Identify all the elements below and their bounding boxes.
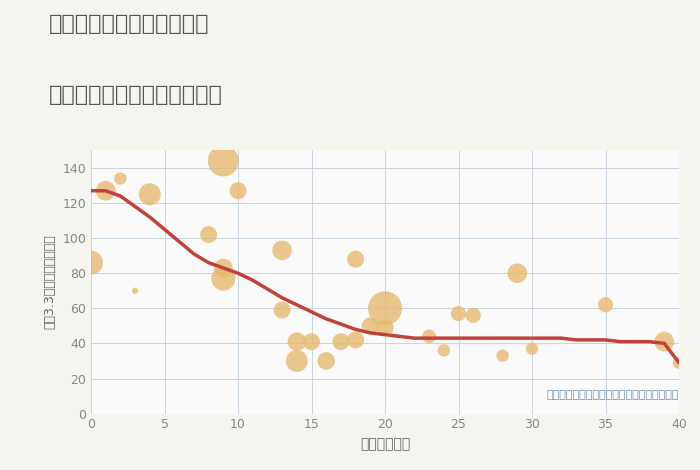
- Point: [276, 306, 288, 314]
- Point: [512, 269, 523, 277]
- Point: [218, 264, 229, 272]
- Point: [453, 310, 464, 317]
- Y-axis label: 坪（3.3㎡）単価（万円）: 坪（3.3㎡）単価（万円）: [43, 235, 57, 329]
- Point: [321, 357, 332, 365]
- Point: [379, 305, 391, 312]
- Point: [438, 347, 449, 354]
- Point: [85, 259, 97, 266]
- Point: [379, 324, 391, 331]
- Point: [335, 338, 346, 345]
- Text: 奈良県高市郡高取町越智の: 奈良県高市郡高取町越智の: [49, 14, 209, 34]
- Point: [468, 312, 479, 319]
- Point: [276, 247, 288, 254]
- Point: [659, 338, 670, 345]
- Point: [291, 357, 302, 365]
- Text: 築年数別中古マンション価格: 築年数別中古マンション価格: [49, 85, 223, 105]
- Point: [306, 338, 317, 345]
- Point: [526, 345, 538, 352]
- Point: [600, 301, 611, 309]
- Point: [350, 255, 361, 263]
- Point: [232, 187, 244, 195]
- Point: [130, 287, 141, 295]
- Point: [203, 231, 214, 238]
- Point: [100, 187, 111, 195]
- Point: [673, 359, 685, 367]
- Point: [291, 338, 302, 345]
- Point: [350, 336, 361, 344]
- X-axis label: 築年数（年）: 築年数（年）: [360, 437, 410, 451]
- Text: 円の大きさは、取引のあった物件面積を示す: 円の大きさは、取引のあった物件面積を示す: [547, 391, 679, 400]
- Point: [365, 322, 376, 329]
- Point: [218, 157, 229, 164]
- Point: [424, 333, 435, 340]
- Point: [218, 275, 229, 282]
- Point: [144, 190, 155, 198]
- Point: [497, 352, 508, 360]
- Point: [115, 175, 126, 182]
